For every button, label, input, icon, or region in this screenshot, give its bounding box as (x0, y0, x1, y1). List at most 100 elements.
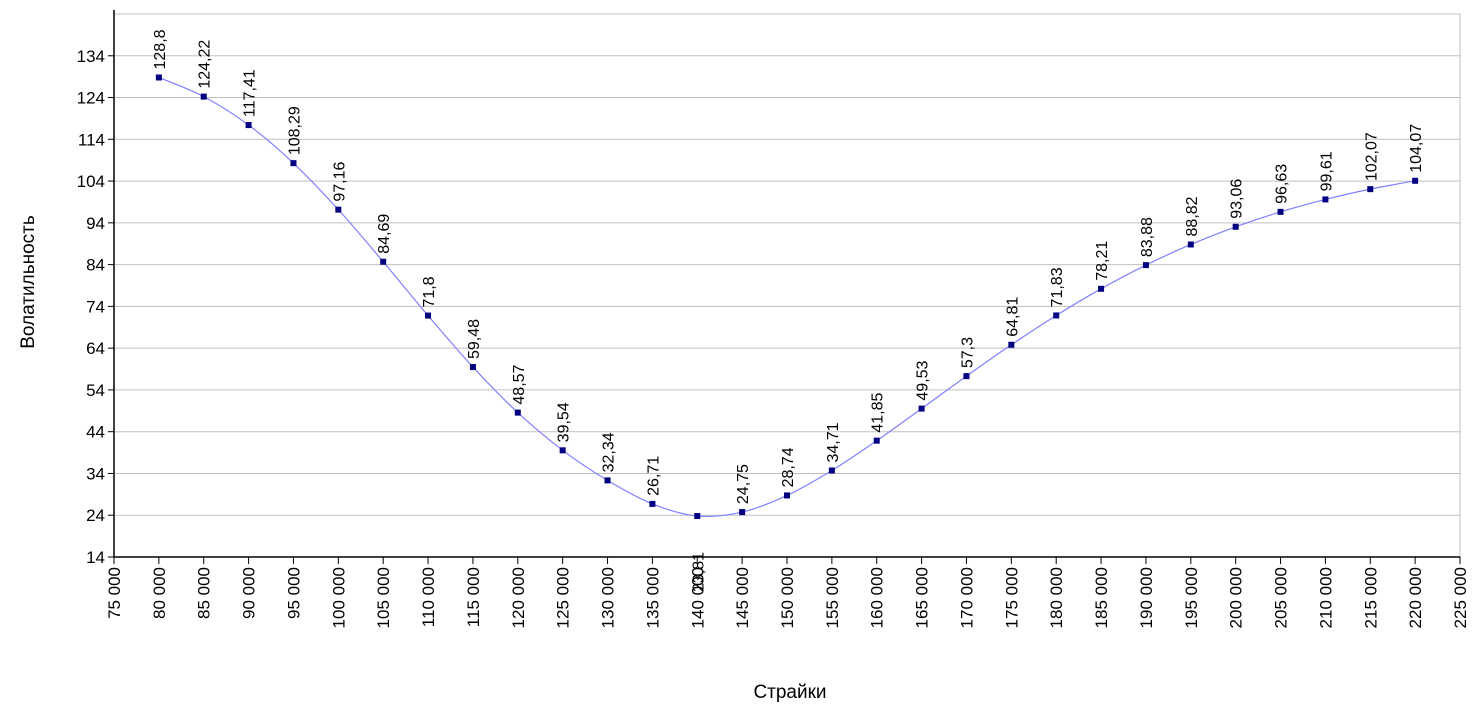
x-tick-label: 205 000 (1272, 567, 1291, 628)
x-tick-label: 220 000 (1406, 567, 1425, 628)
data-label: 84,69 (376, 214, 393, 254)
data-label: 71,83 (1049, 267, 1066, 307)
x-tick-label: 175 000 (1002, 567, 1021, 628)
x-tick-label: 165 000 (913, 567, 932, 628)
data-label: 93,06 (1229, 179, 1246, 219)
x-tick-label: 115 000 (464, 567, 483, 627)
data-point (1322, 196, 1329, 203)
data-point (918, 405, 925, 412)
y-tick-label: 64 (86, 339, 105, 358)
data-label: 49,53 (915, 360, 932, 400)
x-tick-label: 100 000 (329, 567, 348, 628)
y-tick-label: 44 (86, 423, 105, 442)
data-label: 34,71 (825, 422, 842, 462)
y-axis-ticks: 14 24 34 44 54 64 74 84 94 104 114 124 134 (77, 47, 114, 567)
x-tick-label: 155 000 (823, 567, 842, 628)
x-tick-label: 135 000 (643, 567, 662, 628)
x-tick-label: 185 000 (1092, 567, 1111, 628)
data-point (649, 500, 656, 507)
y-tick-label: 104 (77, 172, 105, 191)
data-point (200, 93, 207, 100)
data-point (514, 409, 521, 416)
data-point (963, 373, 970, 380)
data-point (155, 74, 162, 81)
data-label: 26,71 (645, 456, 662, 496)
data-label: 99,61 (1318, 151, 1335, 191)
data-label: 83,88 (1139, 217, 1156, 257)
x-tick-label: 75 000 (105, 567, 124, 619)
x-tick-label: 215 000 (1361, 567, 1380, 628)
data-point (1412, 177, 1419, 184)
data-point (335, 206, 342, 213)
x-tick-label: 190 000 (1137, 567, 1156, 628)
x-axis-title: Страйки (753, 682, 826, 703)
x-tick-label: 160 000 (868, 567, 887, 628)
x-tick-label: 200 000 (1227, 567, 1246, 628)
data-label: 97,16 (331, 162, 348, 202)
x-tick-label: 195 000 (1182, 567, 1201, 628)
y-tick-label: 134 (77, 47, 105, 66)
data-label: 48,57 (511, 364, 528, 404)
data-label: 39,54 (556, 402, 573, 442)
grid-lines (114, 13, 1461, 557)
data-point (1142, 262, 1149, 269)
y-tick-label: 74 (86, 297, 105, 316)
data-label: 41,85 (870, 393, 887, 433)
data-point (604, 477, 611, 484)
data-label: 64,81 (1004, 297, 1021, 337)
y-tick-label: 14 (86, 548, 105, 567)
data-label: 128,8 (152, 29, 169, 69)
x-tick-label: 125 000 (554, 567, 573, 628)
data-point (559, 447, 566, 454)
data-label: 88,82 (1184, 196, 1201, 236)
data-label: 32,34 (601, 432, 618, 472)
x-tick-label: 225 000 (1451, 567, 1470, 628)
data-point (1053, 312, 1060, 319)
data-label: 104,07 (1408, 124, 1425, 173)
x-tick-label: 140 000 (688, 567, 707, 628)
data-point (245, 122, 252, 129)
x-tick-label: 145 000 (733, 567, 752, 628)
x-tick-label: 210 000 (1316, 567, 1335, 628)
data-point (694, 513, 701, 520)
y-tick-label: 84 (86, 256, 105, 275)
data-labels: 128,8 124,22 117,41 108,29 97,16 84,69 71,8 59,… (152, 29, 1425, 592)
series-markers (155, 74, 1419, 520)
data-point (784, 492, 790, 499)
data-point (739, 509, 746, 516)
data-label: 71,8 (421, 276, 438, 307)
data-point (1098, 285, 1105, 292)
data-label: 108,29 (286, 106, 303, 155)
data-point (1367, 186, 1374, 193)
y-tick-label: 34 (86, 464, 105, 483)
data-point (1232, 223, 1239, 230)
data-point (828, 467, 835, 474)
data-label: 59,48 (466, 319, 483, 359)
data-point (469, 364, 476, 371)
y-tick-label: 114 (78, 130, 105, 149)
x-tick-label: 90 000 (240, 567, 259, 619)
data-label: 124,22 (197, 40, 214, 89)
data-label: 23,81 (690, 552, 707, 592)
data-point (1277, 208, 1284, 215)
data-label: 28,74 (780, 447, 797, 487)
x-tick-label: 150 000 (778, 567, 797, 628)
x-tick-label: 120 000 (509, 567, 528, 628)
x-tick-label: 180 000 (1047, 567, 1066, 628)
x-tick-label: 130 000 (599, 567, 618, 628)
data-point (290, 160, 297, 167)
x-tick-label: 105 000 (374, 567, 393, 628)
data-label: 57,3 (959, 337, 976, 368)
x-tick-label: 80 000 (150, 567, 169, 619)
x-tick-label: 85 000 (195, 567, 214, 619)
y-tick-label: 124 (77, 89, 105, 108)
data-point (1008, 341, 1015, 348)
data-point (1187, 241, 1194, 248)
x-tick-label: 170 000 (957, 567, 976, 628)
y-axis-title: Волатильность (18, 215, 39, 349)
data-point (425, 312, 432, 319)
series-line (158, 76, 1416, 518)
y-tick-label: 94 (86, 214, 105, 233)
